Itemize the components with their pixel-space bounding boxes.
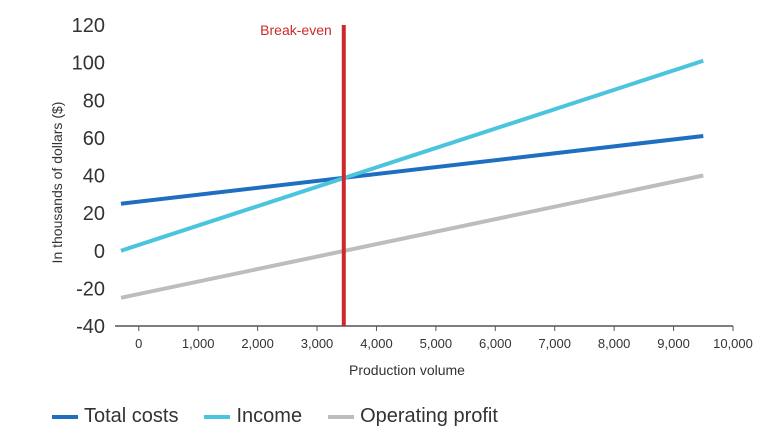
x-tick-label: 8,000 — [598, 336, 631, 351]
legend-swatch-total-costs — [52, 414, 78, 419]
y-tick-label: -40 — [76, 316, 105, 338]
y-tick-label: 60 — [83, 128, 105, 150]
legend-swatch-income — [204, 414, 231, 419]
break-even-label: Break-even — [260, 22, 332, 38]
x-tick-label: 2,000 — [241, 336, 274, 351]
x-tick-label: 9,000 — [657, 336, 690, 351]
x-axis-title: Production volume — [349, 362, 465, 378]
legend-item-total-costs: Total costs — [52, 405, 178, 428]
legend-swatch-operating-profit — [328, 414, 355, 419]
y-tick-label: 120 — [72, 15, 105, 37]
x-tick-label: 5,000 — [420, 336, 453, 351]
x-tick-label: 10,000 — [713, 336, 753, 351]
legend-item-income: Income — [204, 405, 302, 428]
y-axis-title: In thousands of dollars ($) — [49, 102, 65, 264]
x-tick-label: 0 — [135, 336, 142, 351]
x-tick-label: 1,000 — [182, 336, 215, 351]
y-tick-label: 100 — [72, 53, 105, 75]
x-tick-label: 4,000 — [360, 336, 393, 351]
y-tick-label: 20 — [83, 203, 105, 225]
legend-label-operating-profit: Operating profit — [360, 405, 498, 427]
operating-profit-line — [120, 173, 704, 300]
y-tick-label: 80 — [83, 90, 105, 112]
legend: Total costs Income Operating profit — [52, 405, 498, 428]
legend-label-total-costs: Total costs — [84, 405, 179, 427]
y-tick-label: -20 — [76, 278, 105, 300]
income-line — [120, 58, 704, 253]
y-tick-label: 0 — [94, 241, 105, 263]
y-tick-label: 40 — [83, 166, 105, 188]
x-tick-label: 6,000 — [479, 336, 512, 351]
legend-item-operating-profit: Operating profit — [328, 405, 498, 428]
x-tick-label: 3,000 — [301, 336, 334, 351]
legend-label-income: Income — [236, 405, 303, 427]
total-costs-line — [120, 134, 704, 206]
x-tick-label: 7,000 — [538, 336, 571, 351]
